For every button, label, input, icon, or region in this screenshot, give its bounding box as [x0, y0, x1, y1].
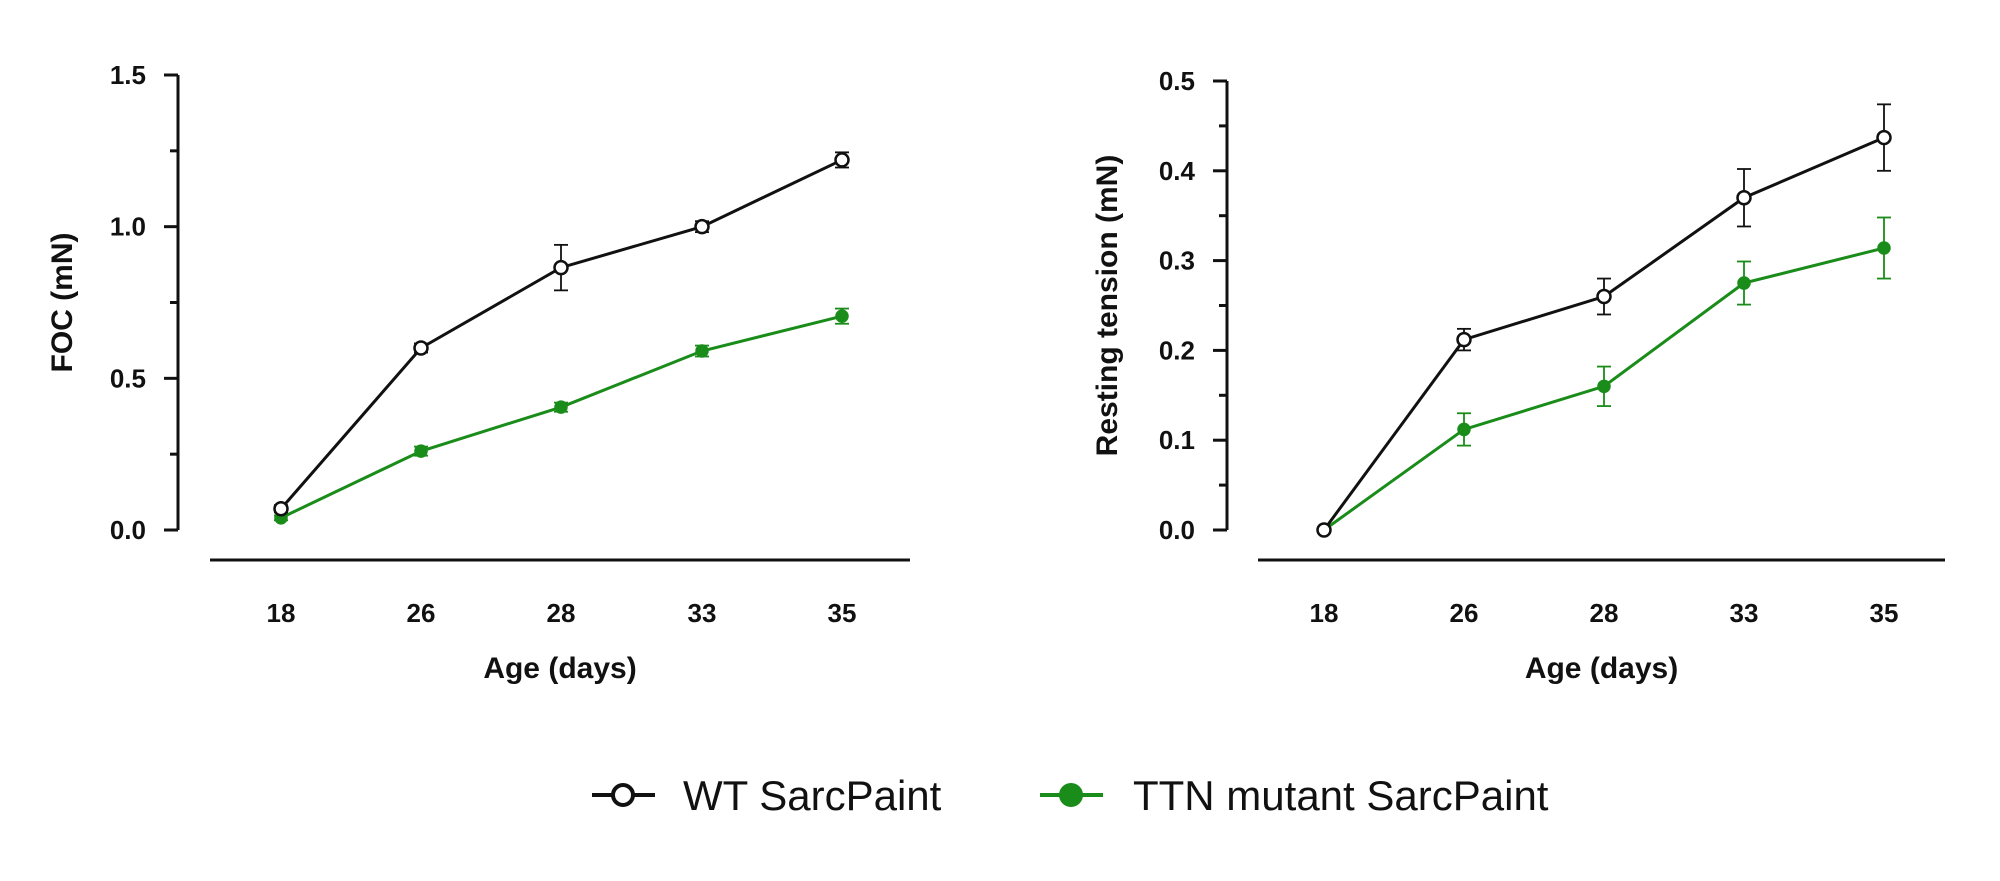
- foc-chart: 0.0 0.5 1.0 1.5 18 26 28 33 35 Age (days) FOC (mN): [46, 60, 910, 685]
- foc-x-tick-label: 18: [267, 598, 296, 628]
- foc-x-axis-title: Age (days): [483, 652, 636, 685]
- resting-y-tick-label: 0.3: [1159, 246, 1195, 276]
- foc-wt-point: [413, 340, 429, 356]
- foc-ttn-point: [414, 444, 428, 458]
- legend-item-wt: WT SarcPaint: [592, 772, 942, 819]
- resting-ttn-point: [1737, 276, 1751, 290]
- resting-x-tick-label: 33: [1730, 598, 1759, 628]
- resting-wt-point: [1456, 331, 1472, 348]
- foc-x-tick-label: 33: [688, 598, 717, 628]
- resting-y-axis-title: Resting tension (mN): [1091, 155, 1124, 457]
- resting-wt-point: [1876, 129, 1892, 146]
- legend: WT SarcPaint TTN mutant SarcPaint: [592, 772, 1549, 819]
- foc-wt-point: [273, 501, 289, 517]
- resting-wt-point: [1596, 288, 1612, 305]
- foc-wt-line: [279, 158, 843, 510]
- foc-y-tick-label: 0.0: [110, 515, 146, 545]
- foc-x-tick-label: 28: [547, 598, 576, 628]
- foc-ttn-point: [554, 400, 568, 414]
- resting-x-tick-label: 18: [1310, 598, 1339, 628]
- resting-x-tick-label: 28: [1590, 598, 1619, 628]
- legend-marker-ttn: [1059, 783, 1083, 807]
- resting-x-axis-title: Age (days): [1525, 652, 1678, 685]
- resting-ttn-point: [1457, 422, 1471, 437]
- foc-x-tick-label: 26: [407, 598, 436, 628]
- resting-y-tick-label: 0.0: [1159, 515, 1195, 545]
- foc-x-tick-label: 35: [828, 598, 857, 628]
- resting-x-tick-label: 35: [1870, 598, 1899, 628]
- foc-wt-point: [694, 218, 710, 235]
- foc-y-tick-label: 0.5: [110, 363, 146, 393]
- foc-y-axis-title: FOC (mN): [46, 233, 79, 373]
- resting-tension-chart: 0.0 0.1 0.2 0.3 0.4 0.5 18 26 28 33 35 Age (days) Re…: [1091, 66, 1945, 685]
- foc-wt-point: [553, 259, 569, 276]
- legend-label-ttn: TTN mutant SarcPaint: [1133, 772, 1549, 819]
- resting-y-tick-label: 0.5: [1159, 66, 1195, 96]
- resting-ttn-point: [1597, 379, 1611, 394]
- foc-ttn-point: [835, 309, 849, 323]
- resting-wt-point: [1736, 189, 1752, 206]
- resting-y-tick-label: 0.1: [1159, 425, 1195, 455]
- resting-y-tick-label: 0.2: [1159, 335, 1195, 365]
- resting-x-tick-label: 26: [1450, 598, 1479, 628]
- legend-marker-wt: [611, 783, 635, 807]
- foc-ttn-line: [280, 314, 843, 520]
- legend-label-wt: WT SarcPaint: [683, 772, 942, 819]
- legend-item-ttn: TTN mutant SarcPaint: [1040, 772, 1549, 819]
- resting-ttn-point: [1877, 241, 1891, 255]
- resting-y-tick-label: 0.4: [1159, 156, 1196, 186]
- foc-ttn-point: [695, 344, 709, 358]
- resting-wt-point: [1316, 522, 1332, 538]
- foc-wt-point: [834, 152, 850, 168]
- foc-y-tick-label: 1.5: [110, 60, 146, 90]
- foc-y-tick-label: 1.0: [110, 212, 146, 242]
